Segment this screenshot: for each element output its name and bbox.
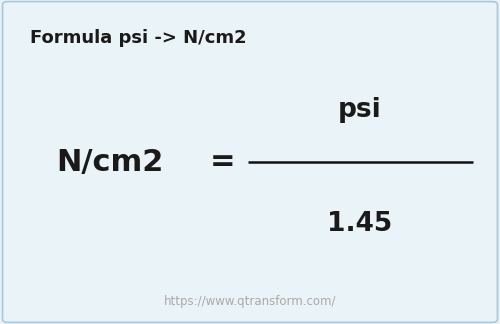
Text: =: = <box>210 147 236 177</box>
Text: N/cm2: N/cm2 <box>56 147 164 177</box>
Text: Formula psi -> N/cm2: Formula psi -> N/cm2 <box>30 29 246 47</box>
Text: https://www.qtransform.com/: https://www.qtransform.com/ <box>164 295 336 308</box>
Text: psi: psi <box>338 97 382 123</box>
FancyBboxPatch shape <box>2 2 498 322</box>
Text: 1.45: 1.45 <box>328 211 392 237</box>
